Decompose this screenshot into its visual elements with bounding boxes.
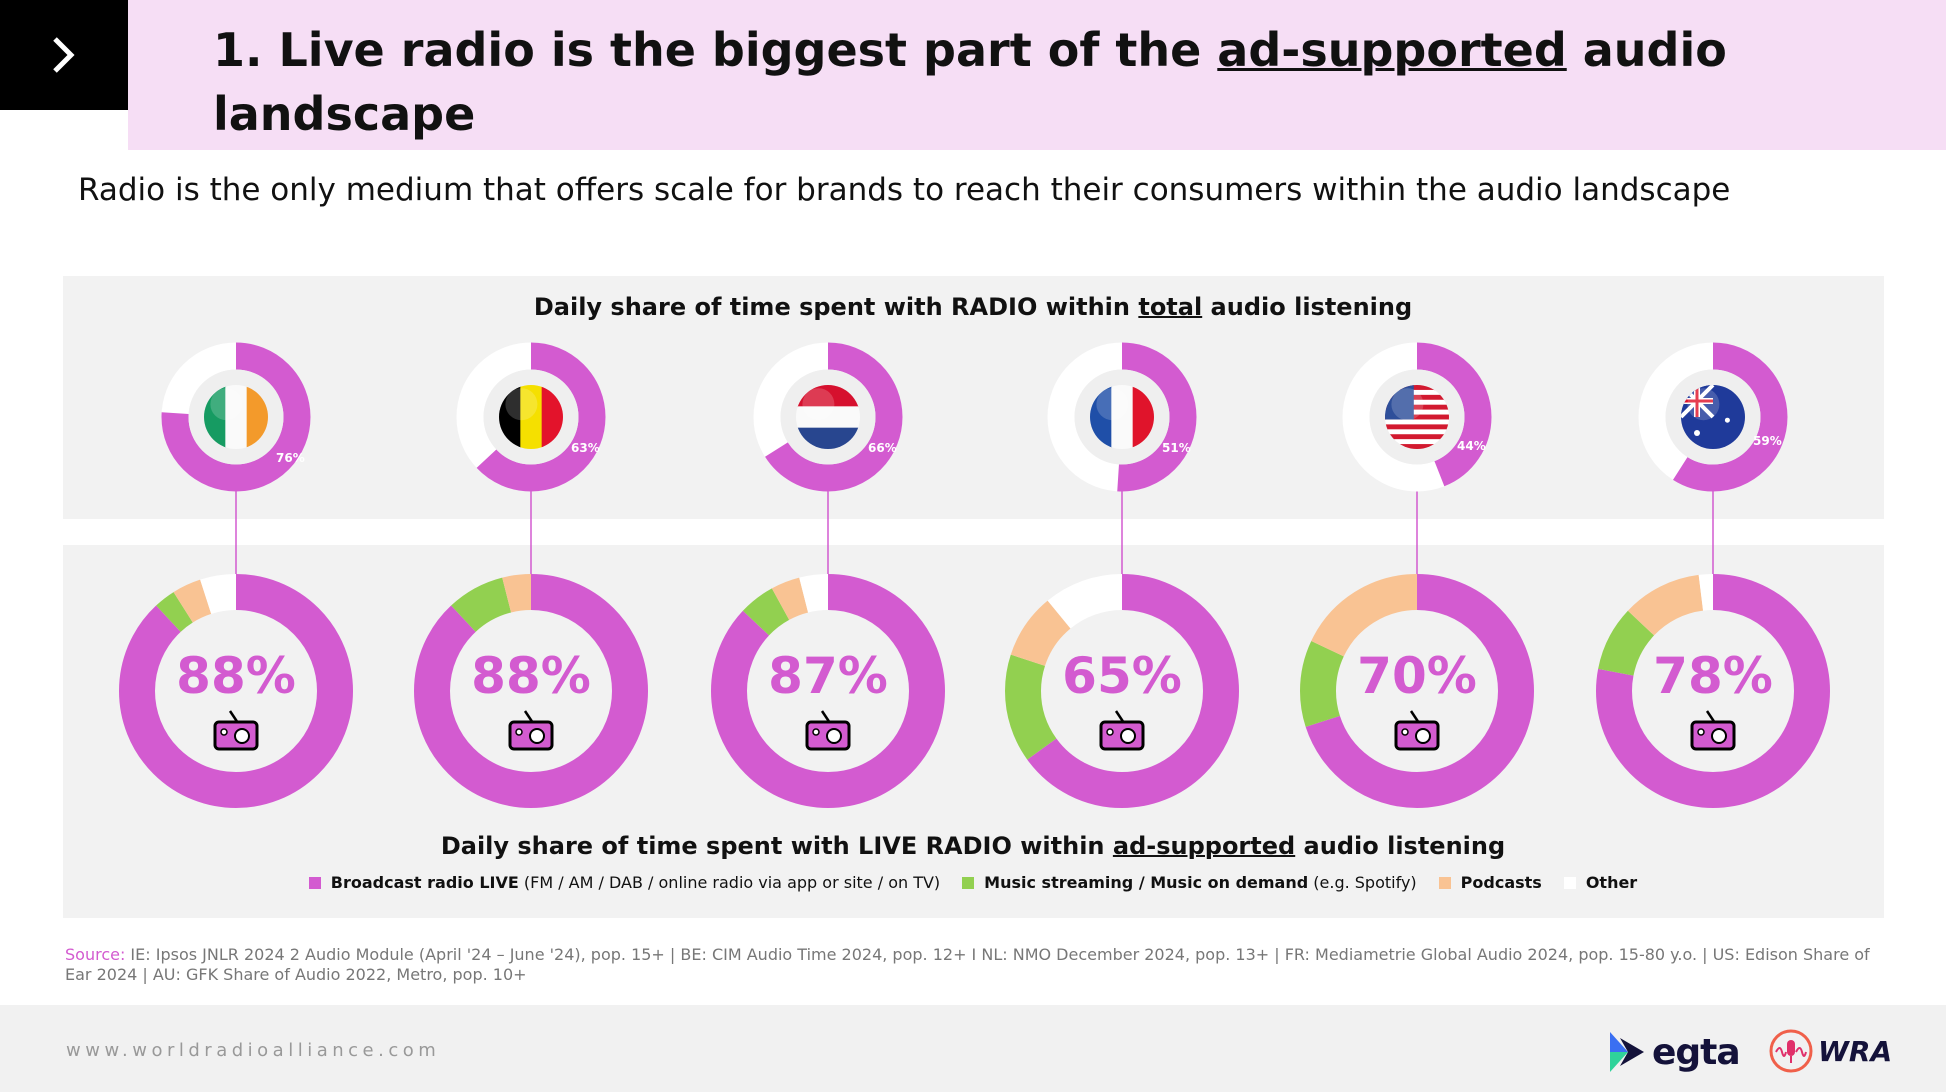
flag-nl-icon [796,385,860,449]
legend-label: Other [1585,873,1638,892]
legend-label: Music streaming / Music on demand [984,873,1309,892]
big-donut-label: 88% [471,647,591,705]
egta-wordmark: egta [1652,1031,1741,1073]
egta-logo: egta [1608,1030,1741,1074]
legend-item-music: Music streaming / Music on demand (e.g. … [962,873,1417,892]
donut-segment-podcasts [414,574,648,808]
title-text: 1. Live radio is the biggest part of the [213,23,1218,77]
flag-au-icon [1681,385,1745,449]
donut-segment-other [1005,574,1239,808]
legend-swatch [962,876,975,889]
flag-be-icon [499,385,563,449]
flag-ie-icon [204,385,268,449]
title-text-end: audio landscape [213,23,1727,141]
legend-label: Broadcast radio LIVE [330,873,519,892]
egta-mark-icon [1610,1032,1644,1072]
small-donut-label: 76% [276,451,305,465]
legend-item-radio: Broadcast radio LIVE (FM / AM / DAB / on… [308,873,941,892]
donut-segment-other [119,574,353,808]
total-audio-panel [63,276,1884,519]
chart-title-text-end: audio listening [1295,832,1506,860]
chart-title-text: Daily share of time spent with RADIO wit… [533,293,1139,321]
wra-logo: WRA [1768,1028,1892,1074]
legend-note: (FM / AM / DAB / online radio via app or… [518,873,941,892]
big-donut-label: 70% [1357,647,1477,705]
big-donut-label: 87% [768,647,888,705]
small-donut-label: 63% [571,441,600,455]
legend-swatch [1438,876,1451,889]
donut-segment-radio [456,342,606,492]
radio-icon [213,710,259,751]
legend-swatch [1563,876,1576,889]
donut-segment-other [711,574,945,808]
donut-segment-radio [1342,342,1492,492]
legend-item-other: Other [1563,873,1638,892]
next-slide-button[interactable] [0,0,128,110]
donut-segment-radio [753,342,903,492]
radio-icon [1394,710,1440,751]
donut-segment-music [1300,574,1534,808]
chart-title-text-end: audio listening [1202,293,1413,321]
small-donut-label: 66% [868,441,897,455]
legend-note: (e.g. Spotify) [1308,873,1417,892]
source-label: Source: [65,945,126,964]
title-underlined: ad-supported [1217,23,1567,77]
big-donut-label: 88% [176,647,296,705]
legend-item-podcasts: Podcasts [1438,873,1542,892]
source-text: IE: Ipsos JNLR 2024 2 Audio Module (Apri… [65,945,1870,984]
chart-title-text: Daily share of time spent with LIVE RADI… [440,832,1113,860]
small-donut-label: 44% [1457,439,1486,453]
website-link[interactable]: www.worldradioalliance.com [66,1040,441,1061]
radio-icon [1099,710,1145,751]
chart-title-total: Daily share of time spent with RADIO wit… [0,293,1946,321]
header-band [128,0,1946,150]
microphone-wave-icon [1769,1029,1813,1073]
donut-segment-radio [1638,342,1788,492]
donut-segment-radio [1047,342,1197,492]
subtitle: Radio is the only medium that offers sca… [78,172,1731,208]
big-donut-label: 65% [1062,647,1182,705]
legend-swatch [308,876,321,889]
chart-title-underlined: total [1138,293,1203,321]
donut-segment-radio [161,342,311,492]
radio-icon [805,710,851,751]
chart-title-ad-supported: Daily share of time spent with LIVE RADI… [0,832,1946,860]
radio-icon [1690,710,1736,751]
chart-title-underlined: ad-supported [1112,832,1296,860]
legend-label: Podcasts [1460,873,1542,892]
wra-wordmark: WRA [1818,1034,1893,1068]
legend: Broadcast radio LIVE (FM / AM / DAB / on… [0,873,1946,892]
flag-fr-icon [1090,385,1154,449]
radio-icon [508,710,554,751]
big-donut-label: 78% [1653,647,1773,705]
donut-segment-other [1596,574,1830,808]
donut-segment-podcasts [1300,574,1534,808]
small-donut-label: 59% [1753,434,1782,448]
source-note: Source: IE: Ipsos JNLR 2024 2 Audio Modu… [65,945,1885,985]
ad-supported-panel [63,545,1884,918]
chevron-right-icon [53,37,75,73]
small-donut-label: 51% [1162,441,1191,455]
page-title: 1. Live radio is the biggest part of the… [213,18,1813,146]
flag-us-icon [1385,385,1449,449]
donut-segment-music [1005,574,1239,808]
